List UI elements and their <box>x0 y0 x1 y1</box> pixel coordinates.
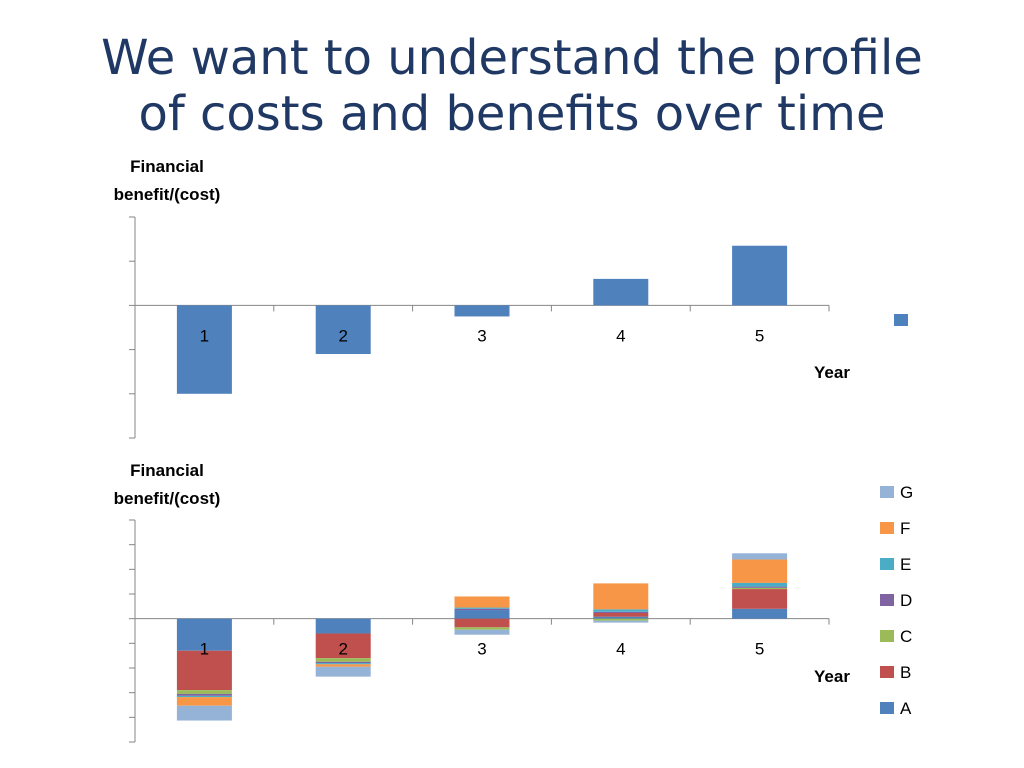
bar-series-e-year-1 <box>176 695 232 698</box>
legend-swatch-g <box>880 486 894 498</box>
bar-series-g-year-5 <box>732 553 788 560</box>
slide-title-line-1: We want to understand the profile <box>101 30 923 86</box>
bar-series-c-year-1 <box>176 690 232 694</box>
legend-swatch-d <box>880 594 894 606</box>
bar-series-g-year-4 <box>593 620 649 623</box>
legend-swatch-f <box>880 522 894 534</box>
legend-label-c: C <box>900 627 912 646</box>
bar-series-e-year-5 <box>732 582 788 587</box>
slide-title-line-2: of costs and benefits over time <box>138 86 886 142</box>
bar-series-d-year-2 <box>315 661 371 664</box>
bar-series-a-year-3 <box>454 610 510 619</box>
bar-series-f-year-3 <box>454 596 510 608</box>
bar-series-b-year-4 <box>593 612 649 617</box>
x-tick-label: 5 <box>755 640 764 659</box>
bar-series-c-year-4 <box>593 618 649 621</box>
bar-series-d-year-3 <box>454 608 510 611</box>
bar-year-3 <box>454 305 510 317</box>
x-tick-label: 5 <box>755 326 764 345</box>
y-axis-title-line-2: benefit/(cost) <box>114 185 221 204</box>
x-axis-title: Year <box>814 667 850 686</box>
legend-label-b: B <box>900 663 911 682</box>
bar-series-b-year-2 <box>315 633 371 659</box>
bar-series-g-year-1 <box>176 705 232 721</box>
legend-swatch-a <box>880 702 894 714</box>
bar-series-a-year-5 <box>732 608 788 619</box>
x-tick-label: 3 <box>477 640 486 659</box>
bar-series-g-year-2 <box>315 666 371 677</box>
x-tick-label: 1 <box>200 640 209 659</box>
bar-series-d-year-4 <box>593 611 649 613</box>
bar-series-f-year-5 <box>732 559 788 583</box>
bar-series-c-year-5 <box>732 587 788 590</box>
bar-year-2 <box>315 305 371 355</box>
x-tick-label: 2 <box>338 640 347 659</box>
legend-swatch-c <box>880 630 894 642</box>
legend-label-f: F <box>900 519 910 538</box>
y-axis-title-line-2: benefit/(cost) <box>114 489 221 508</box>
bar-series-b-year-1 <box>176 650 232 691</box>
legend-label-a: A <box>900 699 912 718</box>
x-tick-label: 1 <box>200 326 209 345</box>
bar-year-5 <box>732 245 788 306</box>
bar-series-e-year-3 <box>454 607 510 609</box>
x-tick-label: 3 <box>477 326 486 345</box>
bar-series-a-year-1 <box>176 618 232 651</box>
bar-series-a-year-2 <box>315 618 371 634</box>
bar-series-d-year-1 <box>176 693 232 696</box>
bar-year-1 <box>176 305 232 394</box>
bar-year-4 <box>593 278 649 306</box>
legend-label-g: G <box>900 483 913 502</box>
legend-swatch-e <box>880 558 894 570</box>
bar-series-c-year-3 <box>454 627 510 630</box>
x-tick-label: 2 <box>338 326 347 345</box>
bar-series-e-year-4 <box>593 609 649 612</box>
y-axis-title-line-1: Financial <box>130 157 204 176</box>
legend-swatch <box>894 314 908 326</box>
bar-series-d-year-5 <box>732 586 788 588</box>
bar-series-c-year-2 <box>315 658 371 662</box>
bar-series-b-year-3 <box>454 618 510 628</box>
bar-series-b-year-5 <box>732 589 788 609</box>
slide-title: We want to understand the profile of cos… <box>0 30 1024 142</box>
legend-label-d: D <box>900 591 912 610</box>
x-tick-label: 4 <box>616 326 625 345</box>
legend-label-e: E <box>900 555 911 574</box>
y-axis-title-line-1: Financial <box>130 461 204 480</box>
x-tick-label: 4 <box>616 640 625 659</box>
bar-series-e-year-2 <box>315 663 371 665</box>
x-axis-title: Year <box>814 363 850 382</box>
bar-series-f-year-1 <box>176 697 232 706</box>
legend-swatch-b <box>880 666 894 678</box>
bar-series-f-year-4 <box>593 583 649 610</box>
bar-series-g-year-3 <box>454 629 510 635</box>
bar-series-a-year-4 <box>593 616 649 619</box>
bar-series-f-year-2 <box>315 664 371 667</box>
